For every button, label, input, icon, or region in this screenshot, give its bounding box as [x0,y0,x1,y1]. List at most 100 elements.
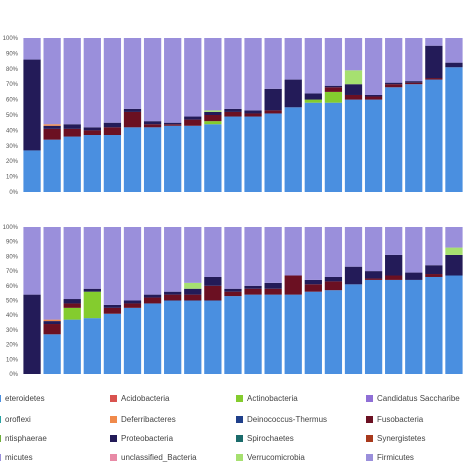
y-tick-label: 30% [6,144,19,150]
bar-segment-firmicutes [445,227,463,248]
bar-segment-fusobacteria [244,113,262,117]
legend-swatch [0,435,1,442]
bar-segment-actinobacteria [324,91,343,103]
bar-segment-fusobacteria [63,128,81,137]
bar-segment-firmicutes [344,38,363,71]
bar-segment-bacteroidetes [63,136,81,192]
y-tick-label: 20% [6,343,19,349]
bar-segment-proteobacteria [224,108,242,112]
y-tick-label: 90% [6,51,19,57]
bar-segment-firmicutes [244,38,262,111]
bar-segment-proteobacteria [264,282,282,289]
bar-segment-firmicutes [23,227,41,295]
bar-segment-bacteroidetes [344,284,363,374]
bar-segment-firmicutes [143,227,162,295]
bar-segment-firmicutes [224,227,242,289]
bar-segment-proteobacteria [123,300,142,304]
legend-swatch [236,454,243,461]
y-tick-label: 60% [6,284,19,290]
bar-segment-actinobacteria [204,121,222,125]
legend-label: Acidobacteria [121,394,170,403]
bar-segment-fusobacteria [385,84,403,88]
bar-segment-proteobacteria [143,294,162,298]
bar-segment-firmicutes [344,227,363,267]
bar-segment-bacteroidetes [204,300,222,374]
bar-segment-proteobacteria [405,81,423,83]
bar-segment-bacteroidetes [324,102,343,192]
bar-segment-firmicutes [284,38,302,80]
bar-segment-bacteroidetes [425,276,443,374]
y-tick-label: 50% [6,299,19,305]
y-tick-label: 20% [6,159,19,165]
bar-segment-firmicutes [304,227,322,280]
bar-segment-fusobacteria [425,274,443,277]
bar-segment-fusobacteria [324,281,343,291]
chart-panel-bottom: 0% 10% 20% 30% 40% 50% 60% 70% 80% 90% 100% [3,225,463,378]
bar-segment-bacteroidetes [264,294,282,374]
bar-segment-firmicutes [43,227,61,320]
y-tick-label: 50% [6,113,19,119]
legend-label: oroflexi [5,415,31,424]
y-tick-label: 10% [6,357,19,363]
bar-segment-proteobacteria [445,254,463,276]
bar-segment-proteobacteria [244,285,262,289]
bar-segment-proteobacteria [324,276,343,282]
bar-segment-proteobacteria [123,108,142,112]
bar-segment-proteobacteria [83,127,101,131]
bar-segment-fusobacteria [123,303,142,308]
y-tick-label: 80% [6,254,19,260]
bar-segment-bacteroidetes [304,102,322,192]
bar-segment-fusobacteria [143,297,162,304]
bar-segment-firmicutes [284,227,302,276]
bar-segment-fusobacteria [385,275,403,280]
bar-segment-bacteroidetes [385,87,403,192]
bar-segment-firmicutes [385,227,403,255]
bar-segment-bacteroidetes [204,124,222,192]
y-tick-label: 0% [9,372,18,378]
bar-segment-fusobacteria [304,284,322,292]
y-tick-label: 40% [6,128,19,134]
legend-swatch [366,435,373,442]
bar-segment-firmicutes [324,38,343,86]
bar-segment-verrucomicrobia [184,282,202,289]
bar-segment-bacteroidetes [83,318,101,374]
bar-segment-proteobacteria [184,116,202,120]
bar-segment-bacteroidetes [103,313,122,374]
bar-segment-proteobacteria [405,272,423,280]
bar-segment-proteobacteria [164,122,182,125]
bar-segment-fusobacteria [204,115,222,122]
y-tick-label: 100% [3,225,19,231]
bar-segment-proteobacteria [63,124,81,129]
legend-swatch [236,395,243,402]
bar-segment-proteobacteria [304,93,322,100]
legend-swatch [0,395,1,402]
legend-label: Firmicutes [377,453,414,462]
bar-segment-firmicutes [425,227,443,266]
bar-segment-fusobacteria [184,119,202,126]
bar-segment-actinobacteria [83,291,101,319]
bar-segment-proteobacteria [184,288,202,295]
legend-label: Proteobacteria [121,434,174,443]
legend-swatch [366,416,373,423]
bar-segment-firmicutes [445,38,463,63]
bar-segment-verrucomicrobia [344,70,363,85]
bar-segment-proteobacteria [244,110,262,114]
bar-segment-bacteroidetes [445,275,463,374]
y-tick-label: 0% [9,190,18,196]
bar-segment-fusobacteria [43,324,61,335]
y-tick-label: 100% [3,36,19,42]
bar-segment-firmicutes [184,38,202,117]
legend-label: unclassified_Bacteria [121,453,197,462]
bar-segment-firmicutes [244,227,262,286]
bar-segment-proteobacteria [445,62,463,68]
bar-segment-proteobacteria [385,254,403,276]
bar-segment-bacteroidetes [184,125,202,192]
legend-label: ntisphaerae [5,434,47,443]
bar-segment-firmicutes [123,227,142,301]
bar-segment-proteobacteria [344,84,363,95]
bar-segment-bacteroidetes [405,279,423,374]
bar-segment-fusobacteria [284,275,302,295]
bar-segment-proteobacteria [284,79,302,108]
legend-label: Deferribacteres [121,415,176,424]
bar-segment-fusobacteria [324,87,343,92]
